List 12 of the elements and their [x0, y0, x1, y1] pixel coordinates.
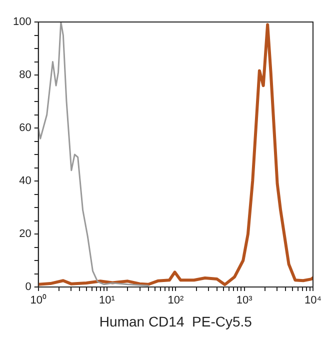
y-tick-label: 60 — [19, 122, 32, 134]
x-tick-label: 10¹ — [99, 294, 116, 307]
x-tick-label: 10² — [168, 294, 184, 307]
y-tick-label: 80 — [19, 69, 32, 82]
y-tick-label: 40 — [19, 175, 32, 188]
x-tick-label: 10³ — [236, 294, 253, 307]
x-tick-label: 10⁴ — [304, 294, 322, 307]
y-tick-label: 0 — [25, 281, 32, 294]
y-tick-label: 100 — [12, 16, 32, 28]
x-axis-title: Human CD14 PE-Cy5.5 — [99, 313, 252, 330]
x-tick-label: 10⁰ — [30, 294, 46, 307]
y-tick-label: 20 — [19, 228, 32, 240]
